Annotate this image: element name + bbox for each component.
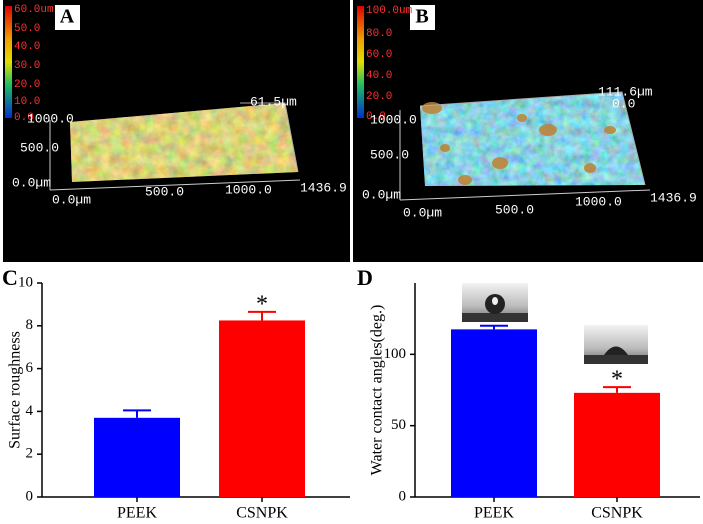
colorbar bbox=[5, 6, 12, 118]
bar bbox=[94, 417, 180, 497]
surface-texture bbox=[70, 103, 298, 182]
bar bbox=[219, 320, 305, 497]
y-tick-label: 50 bbox=[391, 417, 406, 433]
colorbar-label: 60.0 bbox=[366, 49, 392, 61]
axis-label: 0.0µm bbox=[52, 192, 91, 207]
axis-label: 500.0 bbox=[495, 202, 534, 217]
axis-label: 0.0µm bbox=[362, 187, 401, 202]
x-tick-label: PEEK bbox=[474, 505, 514, 522]
colorbar-label: 10.0 bbox=[14, 96, 40, 108]
colorbar-label: 60.0um bbox=[14, 4, 54, 16]
y-axis-title: Surface roughness bbox=[7, 331, 24, 449]
axis-label: 61.5µm bbox=[250, 94, 297, 109]
droplet-inset bbox=[462, 283, 528, 322]
y-tick-label: 10 bbox=[18, 274, 33, 290]
y-tick-label: 8 bbox=[26, 317, 34, 333]
y-tick-label: 4 bbox=[26, 403, 34, 419]
colorbar-label: 30.0 bbox=[14, 60, 40, 72]
axis-label: 1436.9 bbox=[300, 180, 347, 195]
x-tick-label: PEEK bbox=[117, 505, 157, 522]
x-tick-label: CSNPK bbox=[236, 505, 288, 522]
surface-texture bbox=[420, 92, 645, 186]
colorbar-label: 50.0 bbox=[14, 23, 40, 35]
axis-label: 500.0 bbox=[370, 147, 409, 162]
colorbar-label: 80.0 bbox=[366, 28, 392, 40]
y-tick-label: 2 bbox=[26, 446, 34, 462]
x-tick-label: CSNPK bbox=[591, 505, 643, 522]
colorbar-label: 20.0 bbox=[14, 79, 40, 91]
colorbar-label: 0.0 bbox=[14, 112, 34, 124]
colorbar bbox=[357, 6, 364, 118]
panel-label: A bbox=[60, 6, 75, 28]
axis-label: 111.6µm bbox=[598, 84, 653, 99]
axis-label: 0.0µm bbox=[403, 205, 442, 220]
axis-label: 0.0 bbox=[612, 96, 635, 111]
panel-label: C bbox=[2, 265, 18, 290]
y-tick-label: 0 bbox=[399, 488, 407, 504]
axis-label: 0.0µm bbox=[12, 175, 51, 190]
colorbar-label: 0.0 bbox=[366, 111, 386, 123]
bar bbox=[574, 392, 660, 497]
panel-label-box bbox=[55, 5, 80, 30]
panel-label: B bbox=[415, 6, 428, 28]
axis-label: 1000.0 bbox=[575, 194, 622, 209]
axis-line bbox=[49, 179, 301, 191]
y-tick-label: 100 bbox=[384, 346, 407, 362]
axis-label: 500.0 bbox=[145, 184, 184, 199]
axis-label: 1000.0 bbox=[370, 112, 417, 127]
significance-mark: * bbox=[611, 367, 623, 393]
axis-label: 500.0 bbox=[20, 140, 59, 155]
panel-a bbox=[3, 0, 350, 262]
y-tick-label: 6 bbox=[26, 360, 34, 376]
colorbar-label: 20.0 bbox=[366, 91, 392, 103]
y-axis-title: Water contact angles(deg.) bbox=[369, 305, 386, 476]
panel-label: D bbox=[357, 265, 373, 290]
colorbar-label: 100.0um bbox=[366, 5, 413, 17]
box-edge bbox=[419, 91, 646, 186]
panel-label-box bbox=[410, 5, 435, 30]
box-edge bbox=[240, 102, 299, 173]
y-tick-label: 0 bbox=[26, 488, 34, 504]
bar bbox=[451, 329, 537, 497]
significance-mark: * bbox=[256, 291, 268, 317]
axis-line bbox=[399, 189, 651, 201]
axis-label: 1000.0 bbox=[27, 111, 74, 126]
colorbar-label: 40.0 bbox=[14, 41, 40, 53]
droplet-inset bbox=[584, 325, 648, 364]
axis-label: 1000.0 bbox=[225, 182, 272, 197]
panel-b bbox=[353, 0, 703, 262]
axis-label: 1436.9 bbox=[650, 190, 697, 205]
colorbar-label: 40.0 bbox=[366, 70, 392, 82]
